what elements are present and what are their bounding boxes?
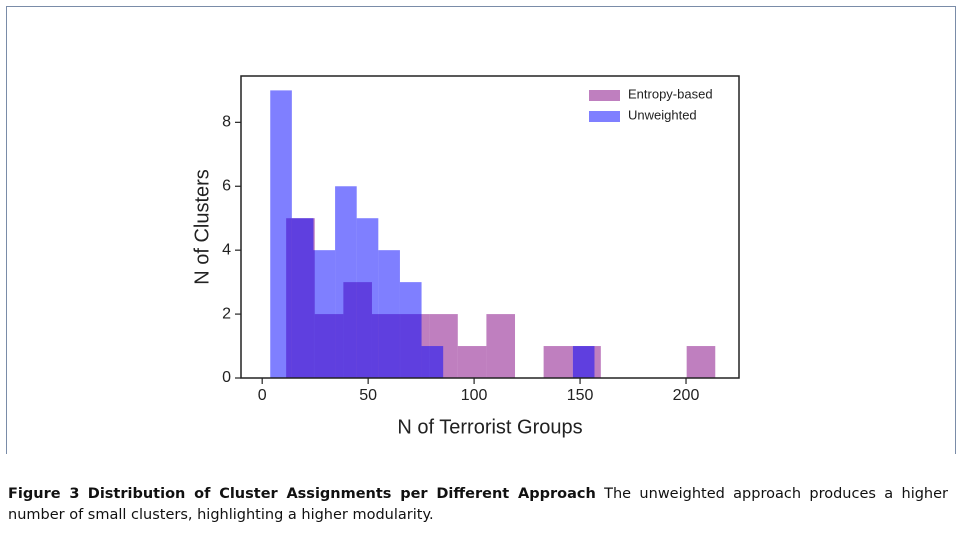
histogram-bar [686, 346, 716, 378]
x-axis-label: N of Terrorist Groups [397, 416, 582, 438]
legend-swatch [589, 111, 620, 122]
histogram-bar [335, 186, 357, 378]
histogram-bar [572, 346, 595, 378]
histogram-bar [270, 90, 292, 378]
histogram-bar [543, 346, 573, 378]
x-tick-label: 100 [461, 387, 488, 404]
y-tick-label: 6 [222, 177, 231, 194]
histogram-bar [378, 250, 400, 378]
y-tick-label: 2 [222, 305, 231, 322]
legend-label: Unweighted [628, 107, 697, 122]
histogram-bar [486, 314, 516, 378]
chart: 0 50 100 150 200 0 2 4 6 8 N of Terrorist Groups N … [191, 75, 740, 438]
caption: Figure 3 Distribution of Cluster Assignm… [8, 484, 948, 526]
x-tick-label: 0 [258, 387, 267, 404]
histogram-bar [421, 346, 444, 378]
histogram-bar [457, 346, 487, 378]
y-axis-label: N of Clusters [191, 169, 213, 285]
caption-text: The unweighted approach produces a highe… [8, 486, 948, 523]
histogram-bar [356, 218, 379, 378]
histogram-bar [399, 282, 422, 378]
x-tick-label: 200 [673, 387, 700, 404]
legend-label: Entropy-based [628, 86, 713, 101]
axes-frame [240, 75, 740, 379]
histogram-bar [313, 250, 336, 378]
y-tick-label: 8 [222, 114, 231, 131]
y-tick-label: 4 [222, 241, 231, 258]
y-tick-label: 0 [222, 369, 231, 386]
figure-frame [6, 6, 956, 454]
legend-swatch [589, 90, 620, 101]
caption-label: Figure 3 [8, 486, 80, 502]
x-tick-label: 150 [567, 387, 594, 404]
x-tick-label: 50 [359, 387, 377, 404]
caption-title: Distribution of Cluster Assignments per … [87, 486, 596, 502]
histogram-bar [291, 218, 314, 378]
